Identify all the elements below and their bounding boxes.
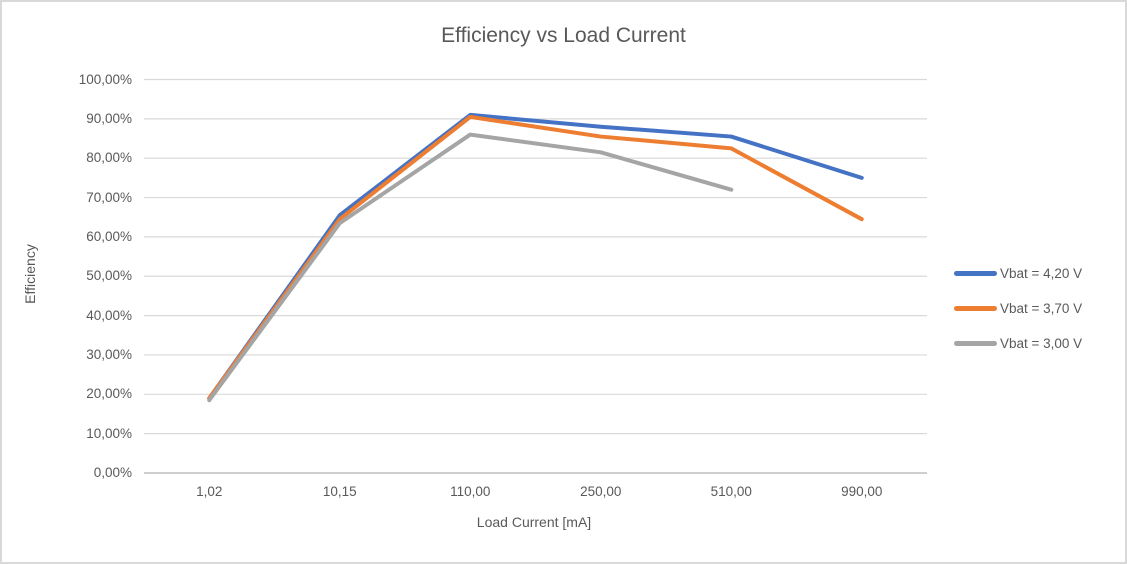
chart-title: Efficiency vs Load Current <box>441 24 686 47</box>
legend-item-vbat-4-20: Vbat = 4,20 V <box>954 256 1082 291</box>
y-tick-label: 0,00% <box>93 465 132 480</box>
y-axis-title: Efficiency <box>22 244 38 304</box>
y-tick-label: 90,00% <box>86 110 132 126</box>
x-tick-label: 250,00 <box>580 484 622 499</box>
y-tick-label: 40,00% <box>86 307 132 323</box>
y-tick-label: 20,00% <box>86 386 132 402</box>
series-line-2 <box>207 132 734 403</box>
y-tick-label: 60,00% <box>86 228 132 244</box>
series-line-1 <box>207 114 864 401</box>
legend-item-vbat-3-00: Vbat = 3,00 V <box>954 326 1082 361</box>
x-tick-label: 510,00 <box>710 484 752 499</box>
legend-label: Vbat = 3,00 V <box>1000 336 1083 351</box>
x-tick-label: 990,00 <box>841 484 883 499</box>
series-line-0 <box>207 112 864 401</box>
y-tick-label: 50,00% <box>86 268 132 284</box>
legend: Vbat = 4,20 V Vbat = 3,70 V Vbat = 3,00 … <box>954 256 1082 361</box>
y-tick-label: 80,00% <box>86 150 132 166</box>
legend-item-vbat-3-70: Vbat = 3,70 V <box>954 291 1082 326</box>
legend-label: Vbat = 3,70 V <box>1000 301 1083 316</box>
legend-label: Vbat = 4,20 V <box>1000 266 1083 281</box>
legend-line-swatch-blue <box>954 271 997 276</box>
y-tick-label: 100,00% <box>78 71 132 87</box>
x-tick-label: 110,00 <box>450 484 491 499</box>
x-axis-title: Load Current [mA] <box>476 514 592 530</box>
x-tick-label: 1,02 <box>196 484 223 499</box>
legend-line-swatch-gray <box>954 341 997 346</box>
legend-line-swatch-orange <box>954 306 997 311</box>
y-tick-label: 70,00% <box>86 189 132 205</box>
x-tick-label: 10,15 <box>322 484 357 499</box>
y-tick-label: 10,00% <box>86 425 132 441</box>
y-tick-label: 30,00% <box>86 346 132 362</box>
